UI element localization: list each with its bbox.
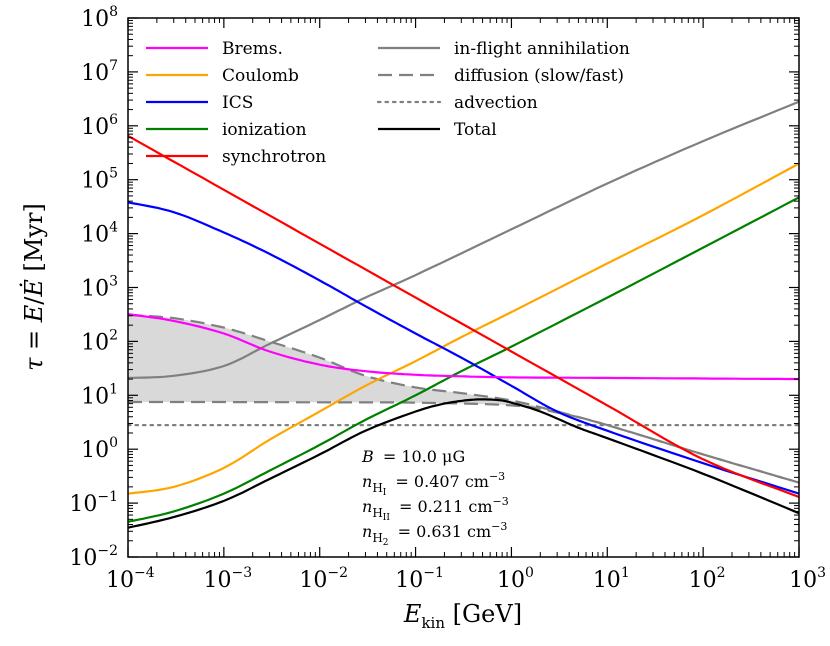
legend-label: ICS bbox=[222, 93, 253, 113]
axis-labels: Ekin [GeV] τ = E/Ė [Myr] bbox=[19, 203, 522, 632]
legend-label: Brems. bbox=[222, 39, 283, 59]
y-tick-label: 103 bbox=[81, 274, 118, 302]
annotation-line: nHI = 0.407 cm−3 bbox=[362, 470, 505, 498]
legend-label: ionization bbox=[222, 120, 307, 140]
x-tick-label: 102 bbox=[689, 565, 726, 593]
y-tick-label: 108 bbox=[81, 4, 118, 32]
series-line-brems bbox=[128, 313, 799, 381]
y-tick-label: 105 bbox=[81, 166, 118, 194]
x-tick-label: 10−3 bbox=[204, 565, 253, 593]
x-tick-label: 10−1 bbox=[395, 565, 444, 593]
series-line-in-flight-annihilation bbox=[128, 100, 799, 379]
legend: Brems. Coulomb ICS ionization synchrotron in-… bbox=[146, 39, 630, 167]
legend-label: Coulomb bbox=[222, 66, 299, 86]
annotation-line: B = 10.0 μG bbox=[361, 447, 465, 466]
y-tick-label: 101 bbox=[81, 381, 118, 409]
x-axis-label: Ekin [GeV] bbox=[403, 600, 522, 632]
x-tick-label: 10−2 bbox=[299, 565, 348, 593]
x-tick-label: 100 bbox=[497, 565, 534, 593]
series-layer bbox=[128, 100, 799, 529]
y-tick-label: 106 bbox=[81, 112, 118, 140]
y-tick-label: 100 bbox=[81, 435, 118, 463]
series-line-ics bbox=[128, 201, 799, 495]
legend-label: synchrotron bbox=[222, 147, 326, 167]
x-tick-label: 103 bbox=[789, 565, 826, 593]
legend-label: Total bbox=[454, 120, 497, 140]
tick-layer: 10−4 10−3 10−2 10−1 100 101 102 103 10−2 10−1 100 1… bbox=[69, 4, 826, 593]
x-tick-label: 101 bbox=[593, 565, 630, 593]
series-line-total bbox=[128, 398, 799, 529]
series-line-diffusion-fast bbox=[128, 400, 799, 484]
legend-label: advection bbox=[454, 93, 538, 113]
y-tick-label: 104 bbox=[81, 220, 118, 248]
legend-label: diffusion (slow/fast) bbox=[454, 66, 624, 86]
y-tick-label: 107 bbox=[81, 58, 118, 86]
y-tick-label: 102 bbox=[81, 327, 118, 355]
series-line-synchrotron bbox=[128, 134, 799, 499]
x-tick-label: 10−4 bbox=[106, 565, 155, 593]
annotation-line: nHII = 0.211 cm−3 bbox=[362, 495, 509, 523]
series-line-coulomb bbox=[128, 162, 799, 495]
diffusion-shaded-band bbox=[128, 314, 799, 483]
diffusion-band bbox=[128, 314, 799, 483]
y-tick-label: 10−2 bbox=[69, 543, 118, 571]
series-line-ionization bbox=[128, 196, 799, 523]
annotation-line: nH2 = 0.631 cm−3 bbox=[362, 520, 507, 548]
y-tick-label: 10−1 bbox=[69, 489, 118, 517]
legend-label: in-flight annihilation bbox=[454, 39, 630, 59]
y-axis-label: τ = E/Ė [Myr] bbox=[19, 203, 48, 371]
